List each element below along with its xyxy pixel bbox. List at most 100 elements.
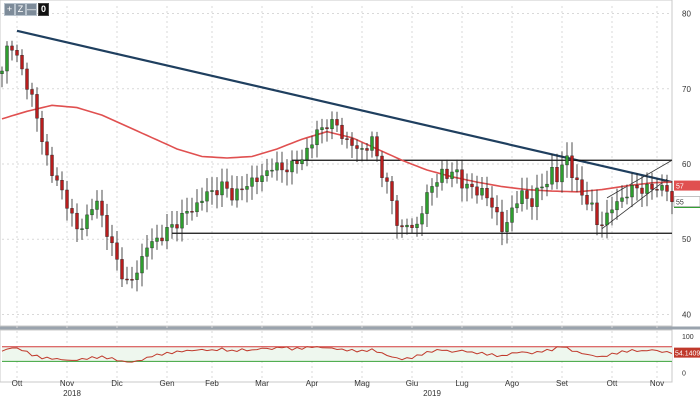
y-tick-label: 80 (682, 10, 691, 19)
candle-up (265, 170, 269, 176)
candle-up (170, 224, 174, 228)
candle-down (50, 154, 54, 176)
x-tick-label: Nov (60, 379, 74, 388)
candle-up (180, 212, 184, 229)
candle-up (330, 119, 334, 130)
candle-down (125, 278, 129, 281)
candle-up (275, 162, 279, 171)
candle-up (300, 159, 304, 164)
candle-down (640, 187, 644, 194)
x-tick-label: Ott (12, 379, 23, 388)
candle-down (665, 185, 669, 192)
candle-down (460, 169, 464, 189)
candle-down (365, 148, 369, 151)
candle-down (15, 50, 19, 56)
candle-up (550, 167, 554, 185)
candle-down (500, 211, 504, 232)
candle-up (320, 127, 324, 130)
candle-up (520, 190, 524, 204)
candle-down (485, 188, 489, 199)
candle-down (410, 224, 414, 228)
x-tick-label: Giu (406, 379, 418, 388)
zoom-reset-button[interactable]: Z (15, 3, 26, 16)
x-tick-label: Mar (255, 379, 269, 388)
y-tick-label: 50 (682, 235, 691, 244)
candle-up (405, 224, 409, 228)
candle-down (390, 181, 394, 201)
x-tick-label: Lug (455, 379, 468, 388)
downtrend-line (16, 29, 673, 184)
candle-up (545, 183, 549, 188)
candle-down (240, 188, 244, 191)
candle-up (430, 186, 434, 193)
zoom-out-button[interactable]: — (26, 3, 37, 16)
channel-high-line (606, 159, 673, 199)
candle-up (145, 247, 149, 257)
candle-up (185, 211, 189, 214)
candle-down (490, 197, 494, 208)
candle-down (585, 194, 589, 205)
y-tick-label: 70 (682, 85, 691, 94)
candle-up (150, 241, 154, 249)
candle-up (630, 185, 634, 198)
candle-down (70, 208, 74, 214)
candle-up (455, 169, 459, 173)
oscillator-y-tick-label: 0 (682, 370, 686, 377)
moving-average-line (1, 104, 673, 193)
candle-up (465, 183, 469, 189)
candle-down (530, 198, 534, 207)
candle-down (35, 94, 39, 119)
oscillator-line (1, 346, 673, 363)
candle-down (375, 136, 379, 157)
candle-down (100, 200, 104, 216)
x-year-label: 2018 (63, 389, 81, 398)
x-tick-label: Feb (205, 379, 219, 388)
candle-up (505, 222, 509, 232)
candle-up (200, 200, 204, 203)
candle-up (615, 201, 619, 211)
candle-up (135, 272, 139, 280)
candle-up (90, 209, 94, 216)
candle-down (120, 259, 124, 280)
candle-down (345, 138, 349, 140)
candle-down (25, 68, 29, 90)
candle-up (415, 223, 419, 228)
candle-down (555, 167, 559, 183)
candle-down (380, 155, 384, 178)
reset-view-button[interactable]: 0 (38, 3, 49, 16)
candle-down (655, 189, 659, 191)
candle-down (175, 224, 179, 229)
x-tick-label: Nov (650, 379, 664, 388)
x-tick-label: Mag (354, 379, 370, 388)
zoom-in-button[interactable]: + (4, 3, 15, 16)
candle-up (605, 212, 609, 226)
candle-up (0, 70, 4, 74)
candle-down (130, 279, 134, 281)
candle-up (290, 160, 294, 173)
candle-up (305, 147, 309, 160)
x-tick-label: Ago (505, 379, 520, 388)
candle-down (395, 200, 399, 226)
y-tick-label: 60 (682, 160, 691, 169)
candle-down (475, 186, 479, 196)
oscillator-value-tag (674, 347, 700, 358)
candle-up (440, 168, 444, 183)
candle-down (635, 185, 639, 189)
candle-down (55, 175, 59, 181)
candle-down (350, 138, 354, 146)
candle-down (65, 189, 69, 209)
channel-low-line (601, 178, 668, 230)
candle-down (600, 224, 604, 227)
candle-up (205, 191, 209, 202)
candle-down (110, 236, 114, 244)
candle-down (355, 145, 359, 149)
candle-down (595, 202, 599, 226)
candle-down (60, 180, 64, 191)
lower-price-tag-text: 55 (676, 200, 684, 207)
candle-up (220, 181, 224, 196)
oscillator-value-tag-text: 54.1409 (675, 351, 700, 358)
candle-up (370, 136, 374, 151)
candle-down (190, 211, 194, 213)
candle-up (620, 197, 624, 202)
